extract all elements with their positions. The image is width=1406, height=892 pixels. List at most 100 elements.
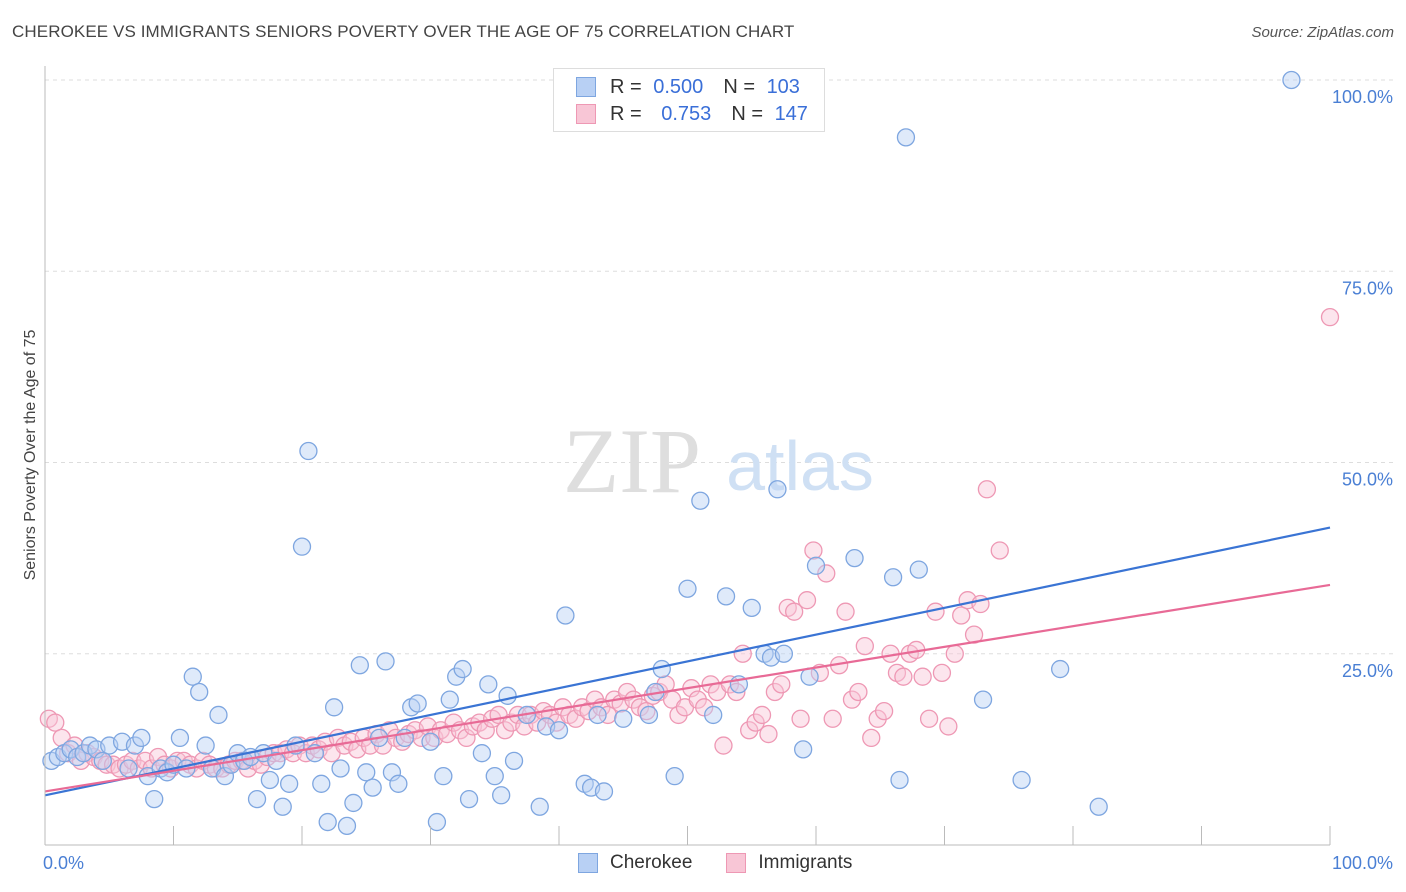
cherokee-point [459,789,479,809]
immigrants-point [849,682,868,702]
cherokee-point [267,751,286,770]
cherokee-point [357,763,376,782]
cherokee-point [1282,70,1301,90]
immigrants-point [913,667,932,686]
immigrants-point [932,663,952,683]
immigrants-point [791,709,810,728]
correlation-legend: R = 0.500 N = 103 R = 0.753 N = 147 [553,68,825,132]
cherokee-point [594,782,614,801]
cherokee-point [556,606,575,625]
cherokee-point [472,744,492,763]
immigrants-point [785,602,804,621]
immigrants-point [714,736,733,755]
legend-r-label: R = [610,75,642,98]
x-tick-label: 100.0% [1332,853,1393,873]
immigrants-point [836,602,855,621]
immigrants-point [874,701,894,721]
y-tick-label: 25.0% [1342,661,1393,681]
cherokee-point [279,774,299,793]
cherokee-point [588,705,607,725]
legend-r-value: 0.500 [653,75,704,98]
cherokee-point [318,812,337,832]
immigrants-point [855,636,874,656]
cherokee-point [363,778,382,797]
cherokee-point [434,767,453,786]
cherokee-point [1012,770,1031,790]
legend-item-cherokee: Cherokee [578,852,692,874]
cherokee-point [292,537,312,556]
y-tick-label: 100.0% [1332,87,1393,107]
legend-n-value: 103 [766,75,800,98]
immigrants-swatch [726,853,747,873]
immigrants-point [656,675,675,694]
legend-label-immigrants: Immigrants [758,852,853,873]
cherokee-swatch [578,853,598,873]
cherokee-point [973,690,993,709]
cherokee-point [883,568,903,587]
cherokee-point [639,705,659,725]
immigrants-trend-line [44,583,1331,793]
immigrants-swatch [576,104,596,124]
immigrants-point [772,675,791,694]
legend-n-value: 147 [774,102,808,125]
cherokee-point [408,694,427,713]
cherokee-point [427,812,447,832]
immigrants-point [759,724,778,744]
cherokee-point [183,667,202,686]
legend-label-cherokee: Cherokee [610,852,693,873]
cherokee-point [170,728,190,748]
immigrants-point [46,713,65,732]
cherokee-point [774,644,794,663]
cherokee-point [215,767,235,786]
cherokee-point [498,686,517,705]
watermark: ZIP atlas [563,410,874,512]
cherokee-point [614,709,633,728]
immigrants-point [919,709,939,728]
y-tick-label: 75.0% [1342,278,1393,298]
cherokee-point [909,560,928,579]
immigrants-point [823,709,842,728]
watermark-atlas: atlas [726,427,874,505]
cherokee-point [376,652,395,671]
cherokee-point [1051,659,1070,679]
cherokee-point [440,690,459,709]
immigrants-point [797,591,817,610]
cherokee-trend-line [44,526,1331,797]
immigrants-point [977,480,997,499]
cherokee-point [742,598,761,617]
immigrants-point [939,717,958,736]
cherokee-point [331,759,350,778]
chart-title: CHEROKEE VS IMMIGRANTS SENIORS POVERTY O… [12,22,795,41]
cherokee-point [549,721,569,740]
immigrants-point [990,541,1009,560]
legend-item-immigrants: Immigrants [726,852,852,874]
legend-n-label: N = [731,102,763,125]
cherokee-point [504,751,524,770]
cherokee-point [145,789,164,809]
cherokee-point [845,548,864,568]
cherokee-point [382,763,402,782]
immigrants-point [752,705,772,725]
legend-n-label: N = [723,75,755,98]
cherokee-point [93,751,112,770]
cherokee-point [1089,797,1108,816]
cherokee-point [530,797,549,816]
watermark-zip: ZIP [563,410,701,512]
cherokee-point [768,480,787,499]
cherokee-point [389,774,408,793]
immigrants-point [1320,307,1340,327]
immigrants-point [457,728,476,748]
cherokee-point [691,491,710,510]
legend-row-immigrants: R = 0.753 N = 147 [576,102,808,126]
cherokee-point [678,579,697,598]
cherokee-point [716,587,736,606]
y-tick-label: 50.0% [1342,470,1393,490]
cherokee-point [132,728,151,748]
immigrants-point [804,541,823,560]
cherokee-point [890,770,909,790]
cherokee-point [704,705,723,725]
immigrants-point [952,606,971,625]
immigrants-point [862,728,881,748]
y-axis-label: Seniors Poverty Over the Age of 75 [22,329,39,581]
cherokee-point [453,659,472,679]
